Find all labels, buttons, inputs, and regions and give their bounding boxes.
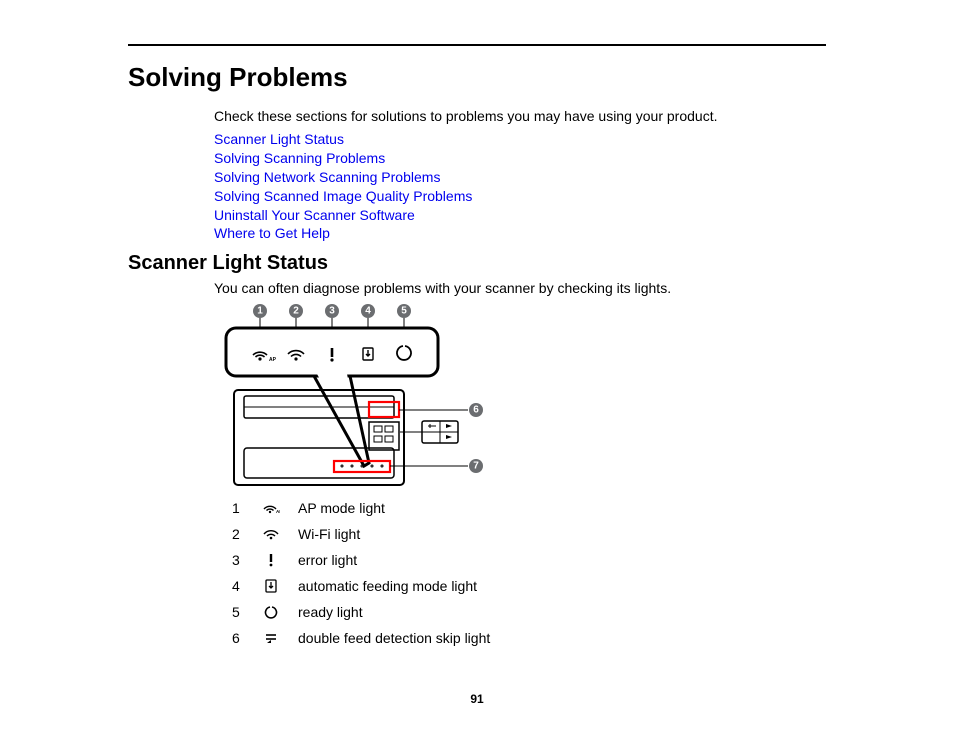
legend-num: 5 [232,604,244,620]
section-links: Scanner Light Status Solving Scanning Pr… [214,130,472,243]
svg-text:AP: AP [269,357,277,363]
callout-2: 2 [289,304,303,318]
svg-text:1: 1 [257,306,263,317]
legend: 1 AP AP mode light 2 Wi-Fi light 3 error… [232,500,490,656]
callout-3: 3 [325,304,339,318]
legend-num: 2 [232,526,244,542]
legend-row-1: 1 AP AP mode light [232,500,490,516]
buttons-detail [400,421,458,443]
intro-text: Check these sections for solutions to pr… [214,108,717,124]
legend-label: ready light [298,604,363,620]
svg-text:5: 5 [401,306,407,317]
section-title: Scanner Light Status [128,252,328,275]
svg-text:7: 7 [473,461,479,472]
callout-4: 4 [361,304,375,318]
svg-text:6: 6 [473,405,479,416]
legend-num: 4 [232,578,244,594]
legend-label: double feed detection skip light [298,630,490,646]
link-uninstall-scanner-software[interactable]: Uninstall Your Scanner Software [214,206,472,225]
legend-num: 1 [232,500,244,516]
ap-mode-icon: AP [262,501,280,515]
legend-num: 3 [232,552,244,568]
legend-row-6: 6 double feed detection skip light [232,630,490,646]
legend-num: 6 [232,630,244,646]
scanner-lights-diagram: 1 2 3 4 5 [214,298,594,493]
legend-row-4: 4 automatic feeding mode light [232,578,490,594]
page-number: 91 [0,692,954,706]
legend-label: error light [298,552,357,568]
svg-text:3: 3 [329,306,335,317]
link-scanner-light-status[interactable]: Scanner Light Status [214,130,472,149]
link-solving-network-scanning-problems[interactable]: Solving Network Scanning Problems [214,168,472,187]
link-where-to-get-help[interactable]: Where to Get Help [214,224,472,243]
link-solving-scanning-problems[interactable]: Solving Scanning Problems [214,149,472,168]
legend-row-2: 2 Wi-Fi light [232,526,490,542]
legend-label: automatic feeding mode light [298,578,477,594]
callout-6: 6 [399,403,483,417]
legend-label: Wi-Fi light [298,526,360,542]
double-feed-skip-icon [262,631,280,645]
ready-icon [262,605,280,619]
svg-text:AP: AP [276,509,280,514]
error-icon [330,348,333,362]
scanner-body [234,390,404,485]
legend-row-3: 3 error light [232,552,490,568]
link-solving-scanned-image-quality-problems[interactable]: Solving Scanned Image Quality Problems [214,187,472,206]
top-rule [128,44,826,46]
callout-1: 1 [253,304,267,318]
svg-text:4: 4 [365,306,371,317]
callout-5: 5 [397,304,411,318]
error-icon [262,553,280,567]
auto-feed-icon [262,579,280,593]
wifi-icon [262,527,280,541]
legend-row-5: 5 ready light [232,604,490,620]
svg-text:2: 2 [293,306,299,317]
legend-label: AP mode light [298,500,385,516]
section-intro: You can often diagnose problems with you… [214,280,671,296]
page-title: Solving Problems [128,62,348,93]
indicator-panel: AP [226,328,438,466]
